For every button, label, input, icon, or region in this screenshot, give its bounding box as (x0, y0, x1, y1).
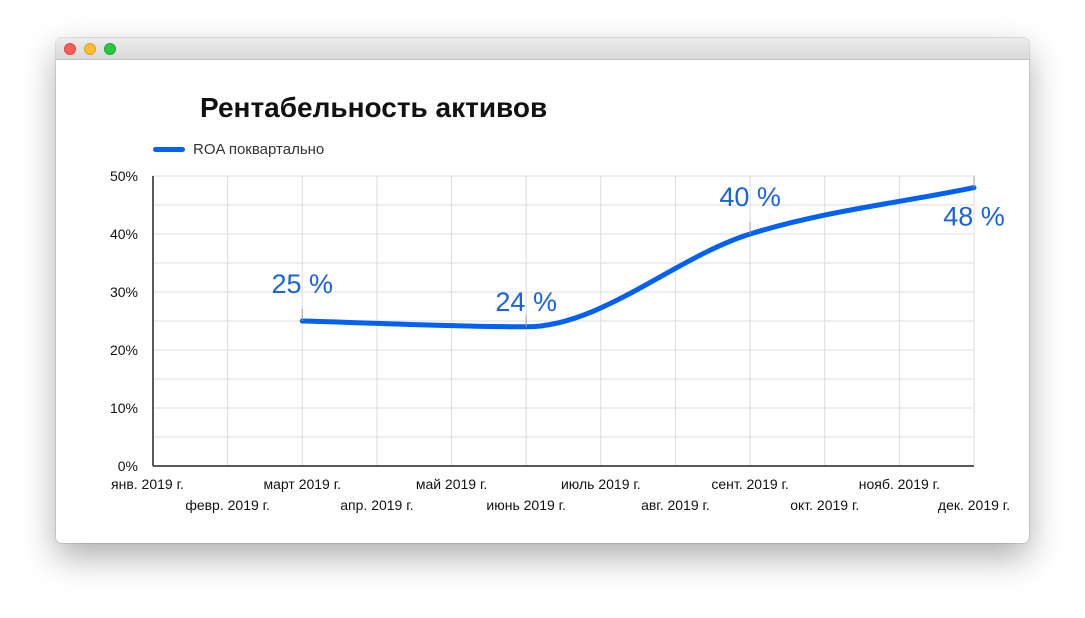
y-tick-label: 50% (110, 168, 138, 184)
data-label: 48 % (943, 202, 1005, 232)
y-tick-label: 10% (110, 400, 138, 416)
y-tick-label: 30% (110, 284, 138, 300)
close-window-button[interactable] (64, 43, 76, 55)
y-tick-label: 0% (118, 458, 138, 474)
data-label: 40 % (719, 182, 781, 212)
x-tick-label: апр. 2019 г. (340, 497, 413, 513)
x-tick-label: нояб. 2019 г. (859, 476, 940, 492)
x-tick-label: июль 2019 г. (561, 476, 641, 492)
x-tick-label: сент. 2019 г. (711, 476, 788, 492)
x-tick-label: май 2019 г. (416, 476, 487, 492)
x-tick-label: июнь 2019 г. (486, 497, 566, 513)
x-tick-label: авг. 2019 г. (641, 497, 710, 513)
data-label: 24 % (495, 287, 557, 317)
x-tick-label: янв. 2019 г. (111, 476, 184, 492)
x-tick-label: февр. 2019 г. (185, 497, 270, 513)
legend-label: ROA поквартально (193, 140, 325, 158)
x-tick-label: дек. 2019 г. (938, 497, 1010, 513)
chart-legend: ROA поквартально (153, 139, 324, 159)
series-line (299, 185, 977, 330)
chart-title: Рентабельность активов (200, 92, 548, 123)
line-chart: 0% 10% 20% 30% 40% 50% янв. 2019 г.февр. 2019 … (110, 168, 1010, 513)
zoom-window-button[interactable] (104, 43, 116, 55)
app-window: Рентабельность активов ROA поквартально … (56, 38, 1029, 543)
x-tick-label: март 2019 г. (264, 476, 342, 492)
window-titlebar (56, 38, 1029, 60)
x-tick-label: окт. 2019 г. (790, 497, 859, 513)
legend-line-swatch (153, 146, 185, 152)
data-label: 25 % (271, 269, 333, 299)
y-tick-label: 40% (110, 226, 138, 242)
y-tick-label: 20% (110, 342, 138, 358)
minimize-window-button[interactable] (84, 43, 96, 55)
